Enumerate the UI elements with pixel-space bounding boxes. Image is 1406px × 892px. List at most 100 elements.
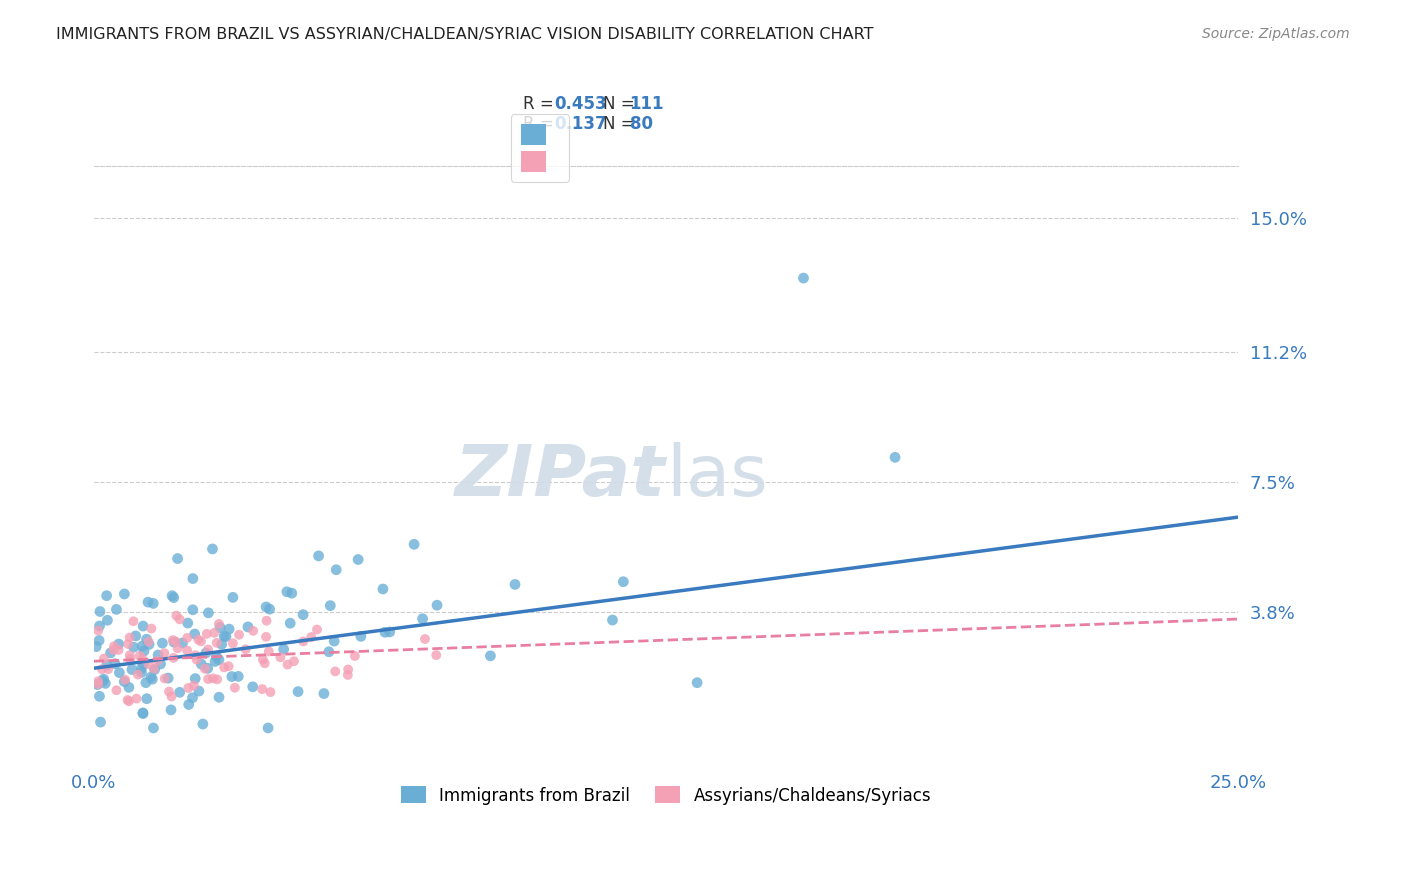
Point (90, 662, 112, 676)
Point (105, 683, 128, 698)
Point (131, 652, 153, 666)
Point (183, 679, 205, 693)
Point (120, 652, 142, 666)
Text: IMMIGRANTS FROM BRAZIL VS ASSYRIAN/CHALDEAN/SYRIAC VISION DISABILITY CORRELATION: IMMIGRANTS FROM BRAZIL VS ASSYRIAN/CHALD… (56, 27, 873, 42)
Point (257, 721, 280, 735)
Point (97, 662, 120, 676)
Point (222, 636, 245, 650)
Point (153, 672, 176, 686)
Point (278, 616, 301, 631)
Point (143, 662, 166, 676)
Point (138, 637, 160, 651)
Point (257, 644, 280, 658)
Point (162, 633, 184, 648)
Point (132, 644, 155, 658)
Point (89, 605, 111, 619)
Point (181, 690, 204, 705)
Point (112, 587, 135, 601)
Text: 0.453: 0.453 (554, 95, 606, 113)
Point (201, 672, 224, 686)
Point (276, 584, 298, 599)
Point (190, 634, 212, 648)
Point (166, 641, 188, 656)
Point (318, 645, 340, 659)
Point (319, 599, 342, 613)
Point (343, 648, 366, 663)
Point (201, 541, 224, 556)
Point (132, 706, 155, 721)
Point (135, 691, 157, 706)
Point (139, 670, 162, 684)
Point (153, 646, 176, 660)
Point (283, 654, 305, 668)
Point (177, 698, 200, 712)
Point (337, 663, 360, 677)
Point (350, 629, 373, 643)
Point (188, 684, 211, 698)
Point (93, 651, 115, 665)
Point (194, 662, 217, 676)
Point (128, 648, 150, 663)
Point (89, 619, 111, 633)
Text: ZIPat: ZIPat (456, 442, 666, 511)
Point (503, 577, 526, 591)
Point (160, 703, 183, 717)
Text: 111: 111 (630, 95, 664, 113)
Point (205, 649, 228, 664)
Text: las: las (666, 442, 768, 511)
Point (205, 673, 228, 687)
Point (136, 595, 159, 609)
Point (197, 642, 219, 657)
Point (108, 665, 131, 680)
Point (87, 624, 110, 638)
Point (212, 660, 235, 674)
Point (163, 635, 186, 649)
Point (205, 636, 228, 650)
Point (426, 598, 449, 612)
Point (166, 551, 188, 566)
Point (479, 648, 502, 663)
Point (125, 629, 148, 643)
Point (184, 672, 207, 686)
Point (132, 657, 155, 672)
Point (103, 643, 125, 657)
Point (138, 657, 160, 672)
Point (122, 640, 145, 655)
Point (86, 677, 108, 691)
Point (165, 634, 187, 648)
Point (228, 628, 250, 642)
Text: N =: N = (603, 114, 640, 133)
Point (96, 657, 118, 672)
Point (273, 642, 295, 657)
Point (252, 652, 274, 666)
Point (96, 613, 118, 627)
Point (202, 625, 225, 640)
Text: 0.137: 0.137 (554, 114, 606, 133)
Point (209, 621, 232, 635)
Point (208, 617, 231, 632)
Point (91, 673, 114, 688)
Point (118, 694, 141, 708)
Point (259, 602, 281, 616)
Point (84, 640, 107, 654)
Point (253, 657, 276, 671)
Point (121, 663, 143, 677)
Point (135, 632, 157, 647)
Point (87, 633, 110, 648)
Point (94, 676, 117, 690)
Point (160, 690, 183, 704)
Point (211, 637, 233, 651)
Point (242, 680, 264, 694)
Point (191, 717, 214, 731)
Point (292, 607, 315, 622)
Point (165, 608, 187, 623)
Point (218, 622, 240, 636)
Point (602, 613, 624, 627)
Point (118, 648, 141, 663)
Point (127, 667, 149, 681)
Point (132, 619, 155, 633)
Point (259, 685, 281, 699)
Point (176, 643, 198, 657)
Point (221, 669, 243, 683)
Point (292, 634, 315, 648)
